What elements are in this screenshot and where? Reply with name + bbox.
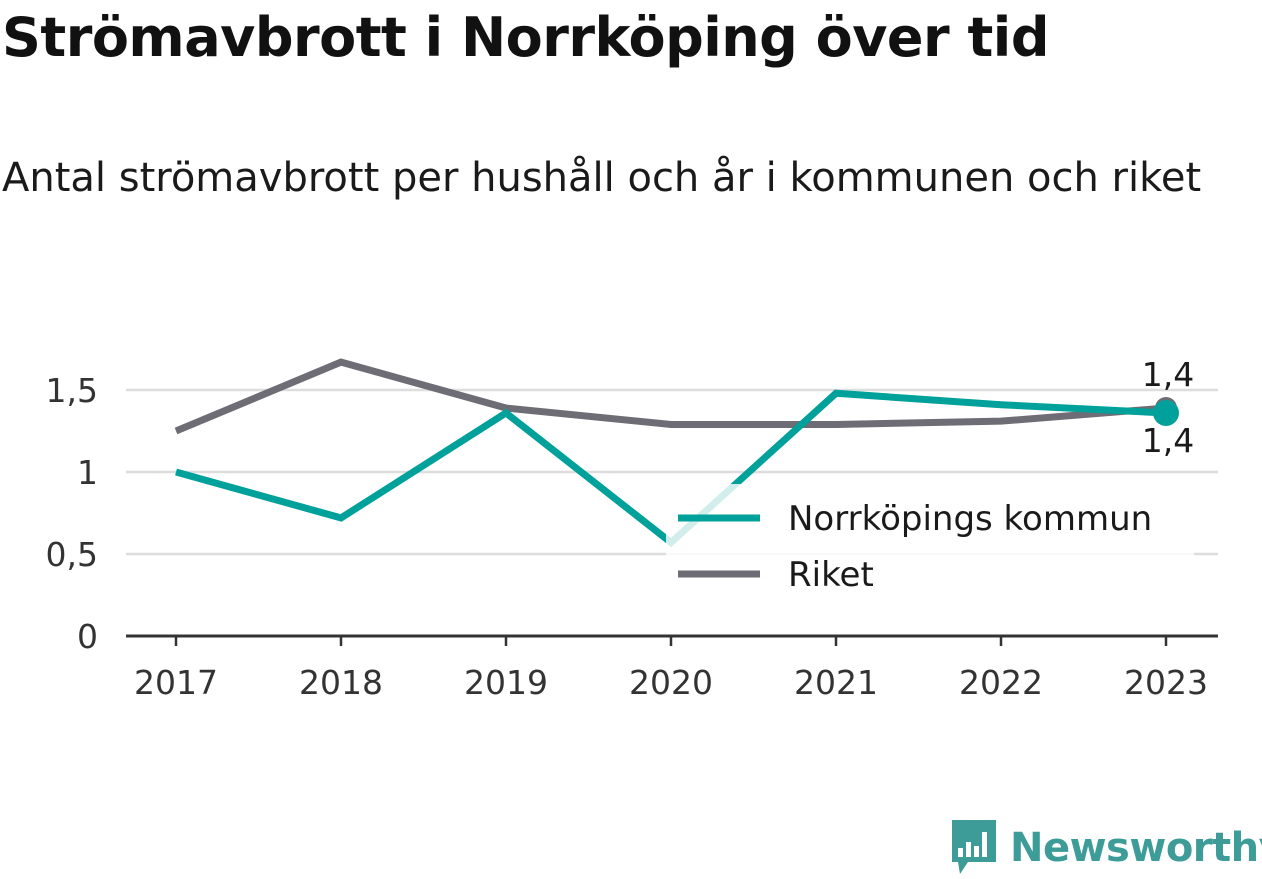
- y-tick-label: 1,5: [46, 371, 98, 410]
- x-tick-label: 2023: [1124, 663, 1208, 702]
- series-line-riket: [174, 358, 1167, 435]
- x-tick-label: 2019: [464, 663, 548, 702]
- x-tick-label: 2018: [299, 663, 383, 702]
- x-tick-label: 2020: [629, 663, 713, 702]
- x-tick-label: 2021: [794, 663, 878, 702]
- bar-chart-badge-icon: [952, 820, 996, 874]
- brand-name: Newsworthy: [1010, 825, 1262, 871]
- data-label-riket: 1,4: [1142, 355, 1194, 394]
- y-tick-label: 0: [77, 617, 98, 656]
- x-tick-label: 2017: [134, 663, 218, 702]
- chart-subtitle: Antal strömavbrott per hushåll och år i …: [2, 155, 1202, 201]
- legend-label: Norrköpings kommun: [788, 499, 1152, 539]
- newsworthy-logo: Newsworthy: [948, 818, 1262, 878]
- x-tick-label: 2022: [959, 663, 1043, 702]
- data-label-norrkoping: 1,4: [1142, 421, 1194, 460]
- chart-title: Strömavbrott i Norrköping över tid: [2, 6, 1049, 69]
- legend-background: [666, 484, 1194, 610]
- y-tick-label: 1: [77, 453, 98, 492]
- data-labels: 1,4 1,4: [1142, 355, 1194, 460]
- end-marker-norrkoping: [1153, 399, 1179, 426]
- legend: Norrköpings kommun Riket: [666, 484, 1194, 610]
- y-tick-label: 0,5: [46, 535, 98, 574]
- axes: 0 0,5 1 1,5 2017 2018 2019 2020 2021 2022 2023: [46, 371, 1218, 702]
- legend-label: Riket: [788, 555, 874, 595]
